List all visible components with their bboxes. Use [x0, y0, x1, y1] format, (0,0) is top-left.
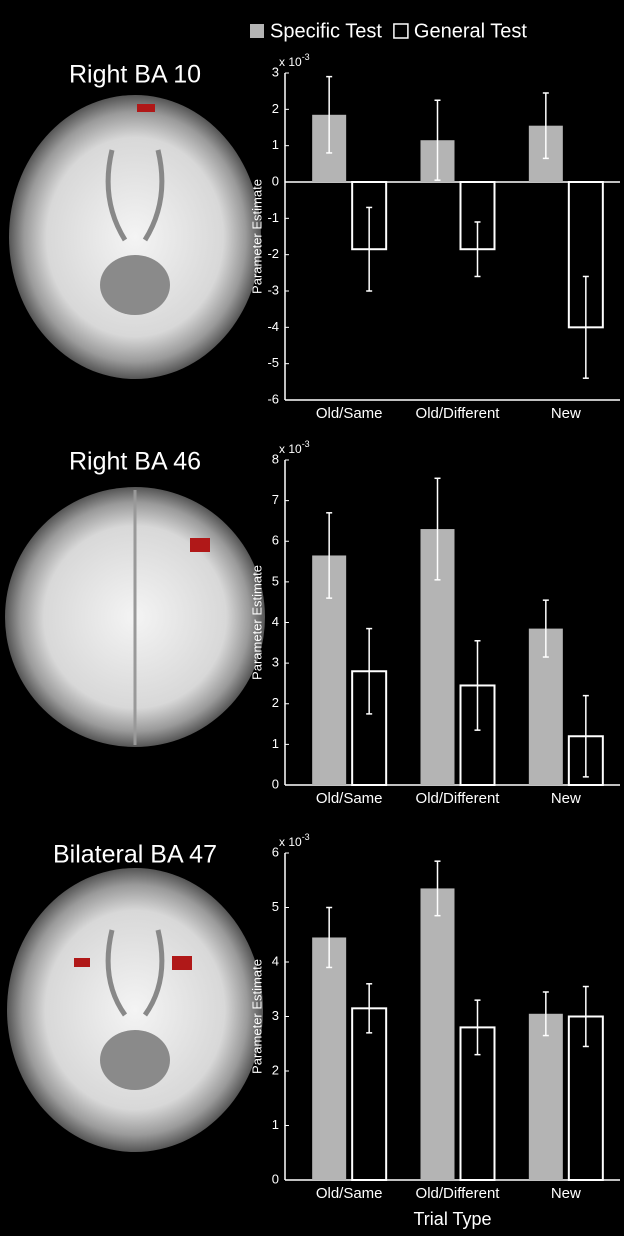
page: Right BA 10x 10-3Parameter Estimate-6-5-… [0, 0, 624, 1236]
y-multiplier-base: x 10 [279, 442, 302, 456]
y-tick-label: 3 [272, 1008, 279, 1023]
y-multiplier: x 10-3 [279, 439, 310, 456]
bar [312, 937, 346, 1180]
x-tick-label: Old/Different [416, 790, 501, 807]
y-tick-label: 0 [272, 776, 279, 791]
figure: Right BA 10x 10-3Parameter Estimate-6-5-… [0, 0, 624, 1236]
y-tick-label: -6 [267, 391, 279, 406]
x-tick-label: New [551, 1185, 581, 1202]
y-multiplier-exponent: -3 [302, 832, 310, 842]
brain-image [7, 868, 263, 1152]
y-tick-label: 1 [272, 1117, 279, 1132]
y-tick-label: 3 [272, 655, 279, 670]
bar [352, 1008, 386, 1180]
y-tick-label: 2 [272, 1062, 279, 1077]
legend-label: General Test [414, 20, 527, 42]
y-tick-label: -1 [267, 210, 279, 225]
legend-label: Specific Test [270, 20, 382, 42]
y-axis-label: Parameter Estimate [249, 959, 264, 1074]
y-tick-label: 4 [272, 614, 279, 629]
x-tick-label: Old/Same [316, 405, 383, 422]
bar [421, 888, 455, 1180]
x-tick-label: Old/Same [316, 790, 383, 807]
y-multiplier: x 10-3 [279, 832, 310, 849]
y-tick-label: 3 [272, 64, 279, 79]
y-multiplier-base: x 10 [279, 55, 302, 69]
y-tick-label: 1 [272, 736, 279, 751]
y-multiplier-exponent: -3 [302, 439, 310, 449]
y-tick-label: 2 [272, 101, 279, 116]
y-axis-label: Parameter Estimate [249, 565, 264, 680]
region-label: Right BA 46 [69, 448, 201, 476]
y-tick-label: 8 [272, 451, 279, 466]
x-tick-label: Old/Same [316, 1185, 383, 1202]
y-tick-label: -5 [267, 355, 279, 370]
y-multiplier-base: x 10 [279, 835, 302, 849]
y-multiplier-exponent: -3 [302, 52, 310, 62]
y-tick-label: 2 [272, 695, 279, 710]
x-tick-label: New [551, 405, 581, 422]
x-tick-label: New [551, 790, 581, 807]
y-axis-label: Parameter Estimate [249, 179, 264, 294]
region-label: Right BA 10 [69, 61, 201, 89]
brain-image [9, 95, 261, 379]
legend-swatch [394, 24, 408, 38]
y-tick-label: -3 [267, 282, 279, 297]
region-label: Bilateral BA 47 [53, 841, 217, 869]
brain-image [5, 487, 265, 747]
x-tick-label: Old/Different [416, 405, 501, 422]
y-tick-label: -4 [267, 319, 279, 334]
x-axis-label: Trial Type [413, 1209, 491, 1229]
bar [529, 1014, 563, 1180]
y-tick-label: 6 [272, 533, 279, 548]
y-tick-label: 0 [272, 173, 279, 188]
y-tick-label: 0 [272, 1171, 279, 1186]
x-tick-label: Old/Different [416, 1185, 501, 1202]
y-tick-label: 7 [272, 492, 279, 507]
y-tick-label: 5 [272, 899, 279, 914]
legend-swatch [250, 24, 264, 38]
y-tick-label: 5 [272, 573, 279, 588]
y-tick-label: 4 [272, 953, 279, 968]
y-tick-label: -2 [267, 246, 279, 261]
y-multiplier: x 10-3 [279, 52, 310, 69]
y-tick-label: 1 [272, 137, 279, 152]
y-tick-label: 6 [272, 844, 279, 859]
